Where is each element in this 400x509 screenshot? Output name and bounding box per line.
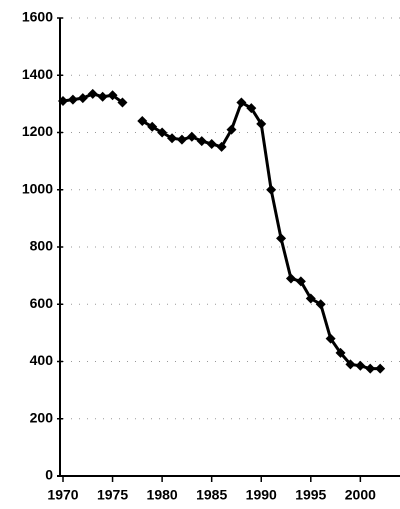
line: [62, 92, 381, 371]
marker: [176, 134, 187, 145]
x-tick-label: 1980: [147, 487, 178, 503]
marker: [137, 116, 148, 127]
marker: [97, 91, 108, 102]
marker: [236, 97, 247, 108]
x-tick-label: 1975: [97, 487, 128, 503]
marker: [206, 138, 217, 149]
marker: [266, 184, 277, 195]
marker: [276, 233, 287, 244]
x-tick-label: 1985: [196, 487, 227, 503]
marker: [305, 293, 316, 304]
marker: [58, 96, 68, 107]
marker: [375, 363, 386, 374]
marker: [87, 88, 98, 99]
marker: [77, 93, 88, 104]
y-tick-label: 800: [30, 238, 54, 254]
marker: [246, 103, 257, 114]
marker: [335, 347, 346, 358]
marker: [147, 121, 158, 132]
marker: [107, 90, 118, 101]
marker: [345, 359, 356, 370]
x-tick-label: 1970: [47, 487, 78, 503]
marker: [226, 124, 237, 135]
y-tick-label: 1400: [22, 66, 53, 82]
y-tick-label: 0: [45, 467, 53, 483]
x-tick-label: 1990: [246, 487, 277, 503]
y-tick-label: 1200: [22, 123, 53, 139]
x-tick-label: 1995: [295, 487, 326, 503]
marker: [355, 360, 366, 371]
marker: [315, 299, 326, 310]
y-tick-label: 400: [30, 352, 54, 368]
y-tick-label: 200: [30, 409, 54, 425]
y-tick-label: 1600: [22, 9, 53, 25]
marker: [325, 333, 336, 344]
marker: [167, 133, 178, 144]
marker: [365, 363, 376, 374]
marker: [285, 273, 296, 284]
marker: [256, 118, 267, 129]
marker: [295, 276, 306, 287]
y-tick-label: 600: [30, 295, 54, 311]
marker: [67, 94, 78, 105]
y-tick-label: 1000: [22, 180, 53, 196]
marker: [157, 127, 168, 138]
marker: [196, 136, 207, 147]
marker: [117, 97, 128, 108]
x-tick-label: 2000: [345, 487, 376, 503]
marker: [216, 141, 227, 152]
marker: [186, 131, 197, 142]
